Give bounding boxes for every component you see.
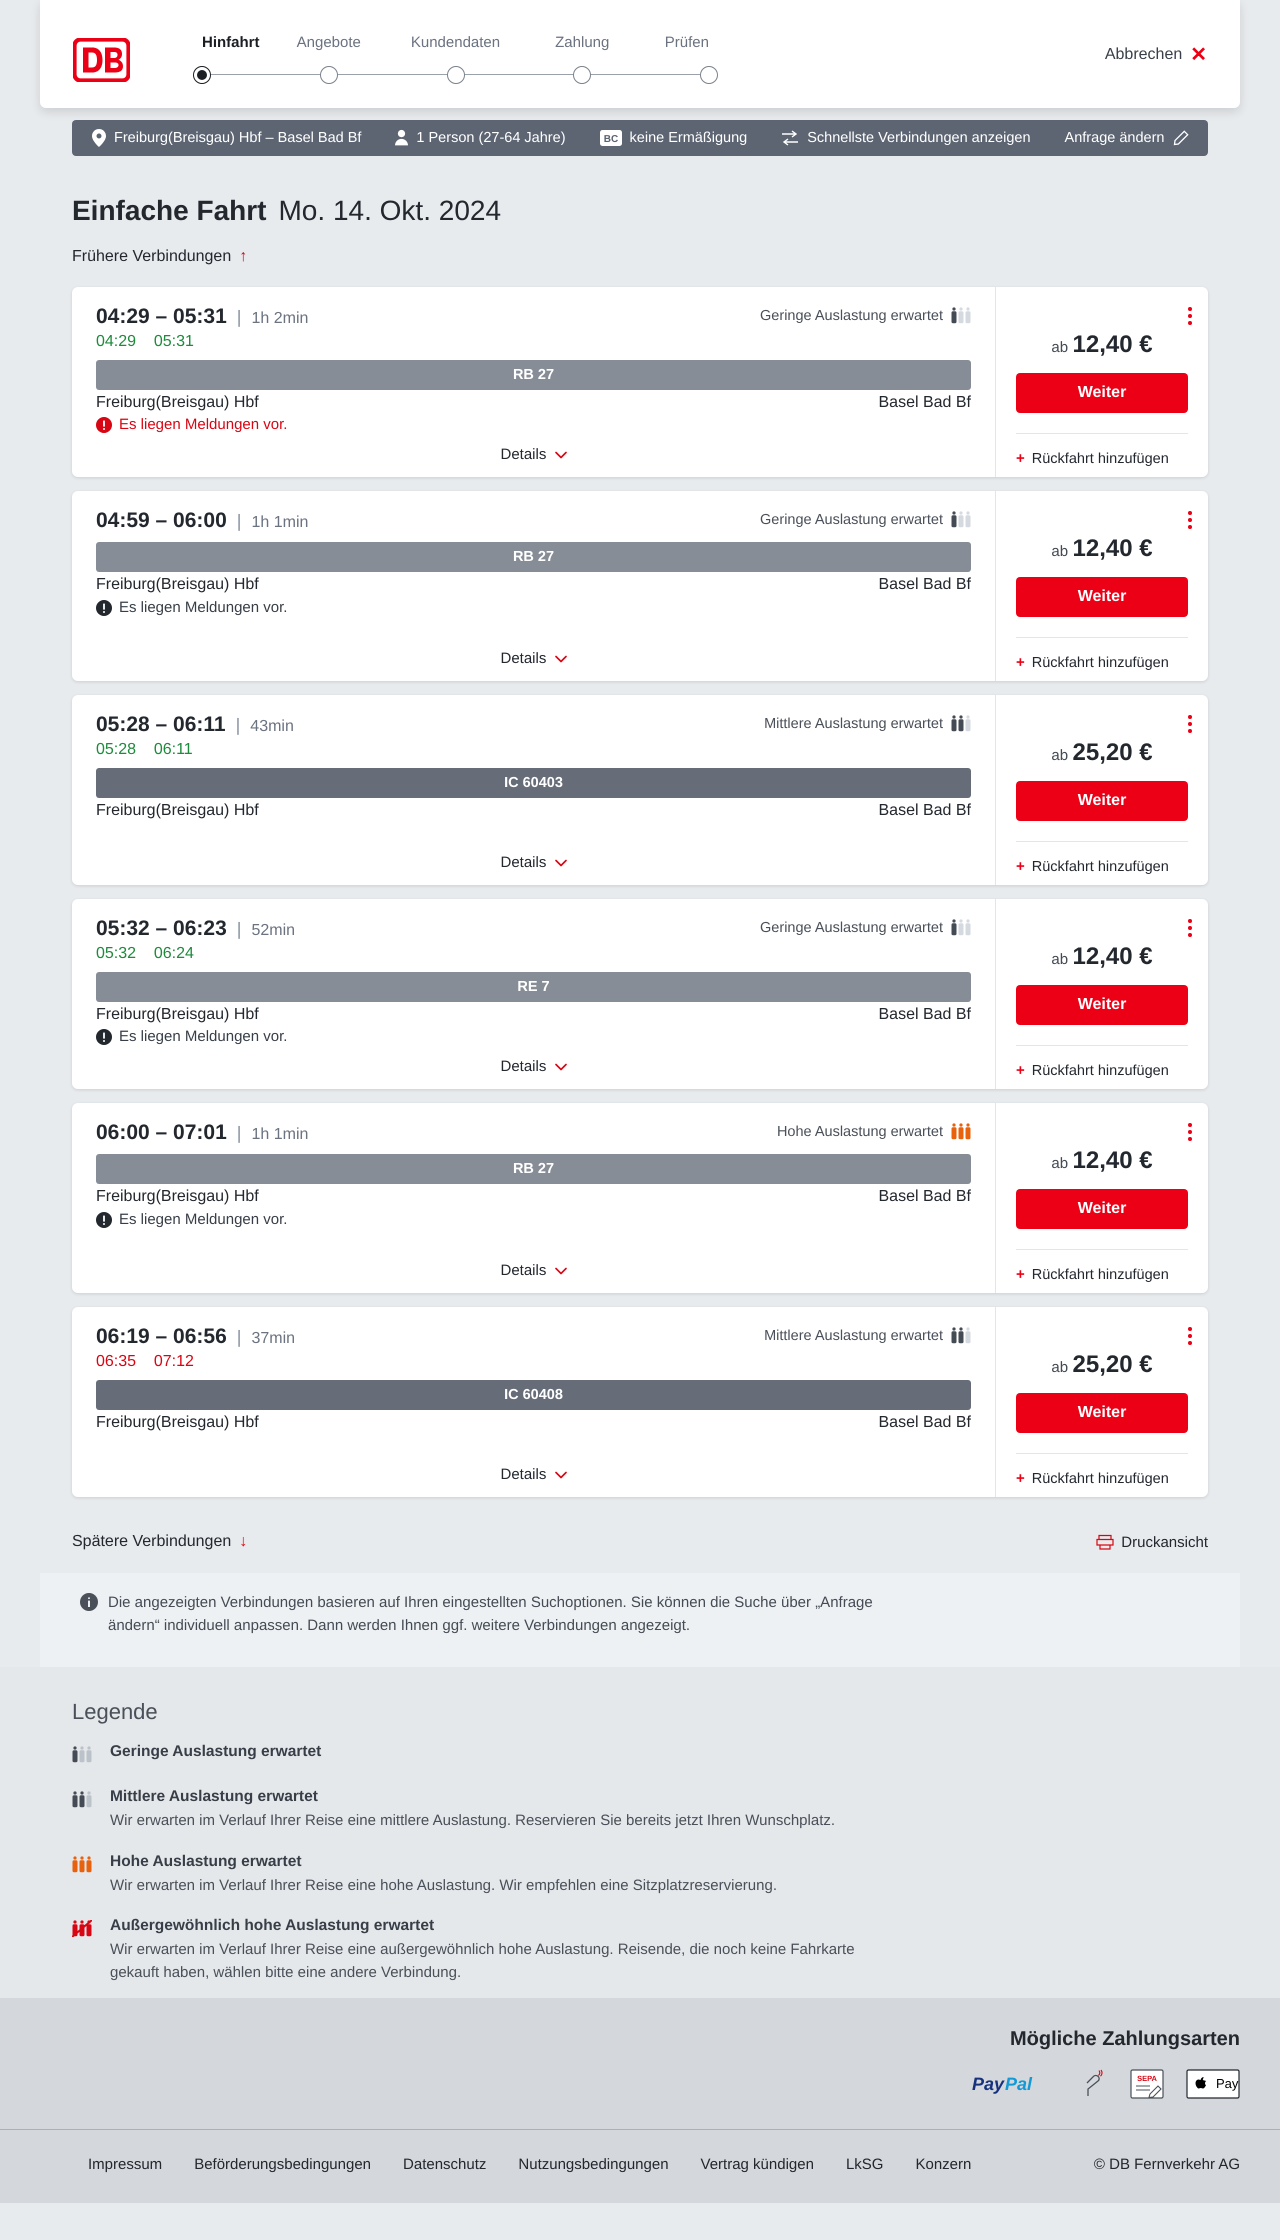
svg-text:Pal: Pal bbox=[1005, 2074, 1033, 2094]
svg-text:Pay: Pay bbox=[1216, 2076, 1239, 2091]
svg-text:SEPA: SEPA bbox=[1137, 2074, 1157, 2083]
svg-text:BC: BC bbox=[603, 134, 617, 145]
svg-text:Pay: Pay bbox=[972, 2074, 1005, 2094]
